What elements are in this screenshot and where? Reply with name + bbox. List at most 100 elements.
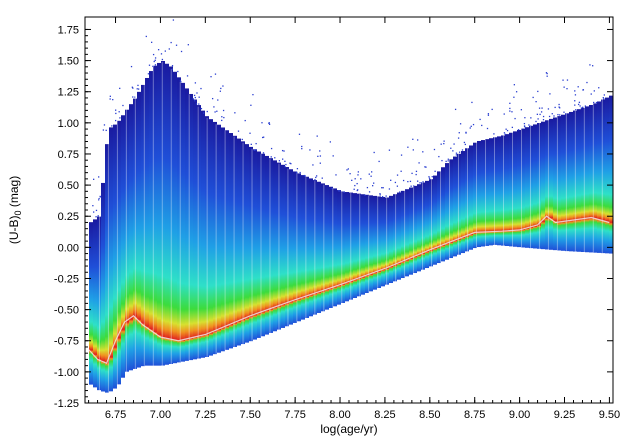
outlier-point — [356, 182, 358, 185]
outlier-point — [471, 101, 473, 104]
outlier-point — [274, 157, 276, 159]
outlier-point — [160, 53, 163, 55]
outlier-point — [164, 50, 166, 52]
density-column — [433, 175, 437, 265]
outlier-point — [402, 179, 405, 182]
outlier-point — [469, 127, 471, 129]
outlier-point — [202, 112, 205, 114]
outlier-point — [284, 160, 286, 162]
density-column — [377, 196, 381, 289]
outlier-point — [317, 155, 319, 158]
density-column — [153, 65, 157, 366]
outlier-point — [131, 86, 134, 88]
outlier-point — [524, 117, 526, 119]
outlier-point — [457, 137, 460, 139]
outlier-point — [535, 100, 537, 103]
density-column — [297, 173, 301, 322]
outlier-point — [574, 100, 576, 102]
outlier-point — [407, 146, 409, 148]
outlier-point — [511, 111, 513, 113]
outlier-point — [222, 85, 224, 87]
outlier-point — [378, 160, 380, 163]
outlier-point — [222, 109, 225, 112]
outlier-point — [168, 48, 170, 50]
outlier-point — [523, 122, 526, 125]
outlier-point — [309, 149, 311, 151]
density-column — [97, 216, 101, 391]
density-column — [473, 142, 477, 249]
outlier-point — [422, 181, 424, 183]
outlier-point — [261, 136, 264, 139]
y-tick-label: 1.25 — [58, 87, 79, 99]
outlier-point — [454, 108, 457, 111]
density-column — [389, 195, 393, 284]
outlier-point — [319, 150, 321, 152]
density-column — [257, 151, 261, 338]
density-column — [381, 197, 385, 287]
density-column — [205, 116, 209, 357]
density-column — [533, 124, 537, 249]
outlier-point — [186, 75, 189, 77]
y-tick-label: -0.75 — [54, 336, 79, 348]
outlier-point — [136, 88, 138, 90]
outlier-point — [396, 174, 399, 176]
outlier-point — [373, 182, 375, 184]
outlier-point — [513, 84, 516, 86]
density-column — [101, 182, 105, 392]
outlier-point — [578, 101, 581, 103]
density-column — [177, 77, 181, 363]
outlier-point — [319, 162, 321, 164]
outlier-point — [353, 188, 355, 190]
outlier-point — [250, 104, 252, 106]
outlier-point — [180, 81, 182, 83]
outlier-point — [315, 176, 317, 179]
density-column — [405, 189, 409, 277]
outlier-point — [170, 41, 172, 44]
y-tick-label: -1.00 — [54, 367, 79, 379]
outlier-point — [400, 170, 402, 172]
outlier-point — [103, 124, 106, 126]
density-column — [585, 106, 589, 253]
outlier-point — [115, 112, 117, 115]
density-column — [161, 60, 165, 366]
outlier-point — [312, 164, 314, 166]
density-column — [345, 192, 349, 302]
outlier-point — [281, 149, 284, 152]
density-column — [265, 155, 269, 335]
outlier-point — [115, 109, 117, 111]
outlier-point — [237, 130, 240, 132]
outlier-point — [301, 145, 303, 148]
density-column — [181, 82, 185, 362]
outlier-point — [515, 91, 518, 93]
density-column — [261, 153, 265, 337]
outlier-point — [152, 65, 154, 68]
y-tick-label: 0.00 — [58, 242, 79, 254]
outlier-point — [98, 176, 100, 178]
outlier-point — [582, 89, 585, 91]
outlier-point — [547, 108, 550, 110]
outlier-point — [584, 105, 586, 107]
y-axis-label-main: (U-B) — [7, 216, 21, 245]
density-column — [285, 167, 289, 327]
outlier-point — [112, 98, 114, 101]
outlier-point — [538, 107, 541, 109]
y-tick-label: 0.25 — [58, 211, 79, 223]
density-column — [117, 120, 121, 385]
y-tick-label: -0.25 — [54, 273, 79, 285]
outlier-point — [268, 122, 270, 124]
outlier-point — [372, 185, 374, 187]
x-tick-label: 8.75 — [464, 409, 485, 421]
density-column — [421, 182, 425, 270]
density-column — [245, 144, 249, 343]
outlier-point — [329, 141, 331, 143]
x-tick-label: 8.00 — [329, 409, 350, 421]
outlier-point — [216, 110, 218, 112]
outlier-point — [371, 171, 373, 173]
outlier-point — [443, 140, 445, 142]
outlier-point — [546, 72, 548, 75]
density-column — [593, 103, 597, 253]
outlier-point — [603, 98, 605, 100]
outlier-point — [255, 149, 257, 151]
outlier-point — [368, 173, 370, 175]
outlier-point — [95, 209, 98, 212]
